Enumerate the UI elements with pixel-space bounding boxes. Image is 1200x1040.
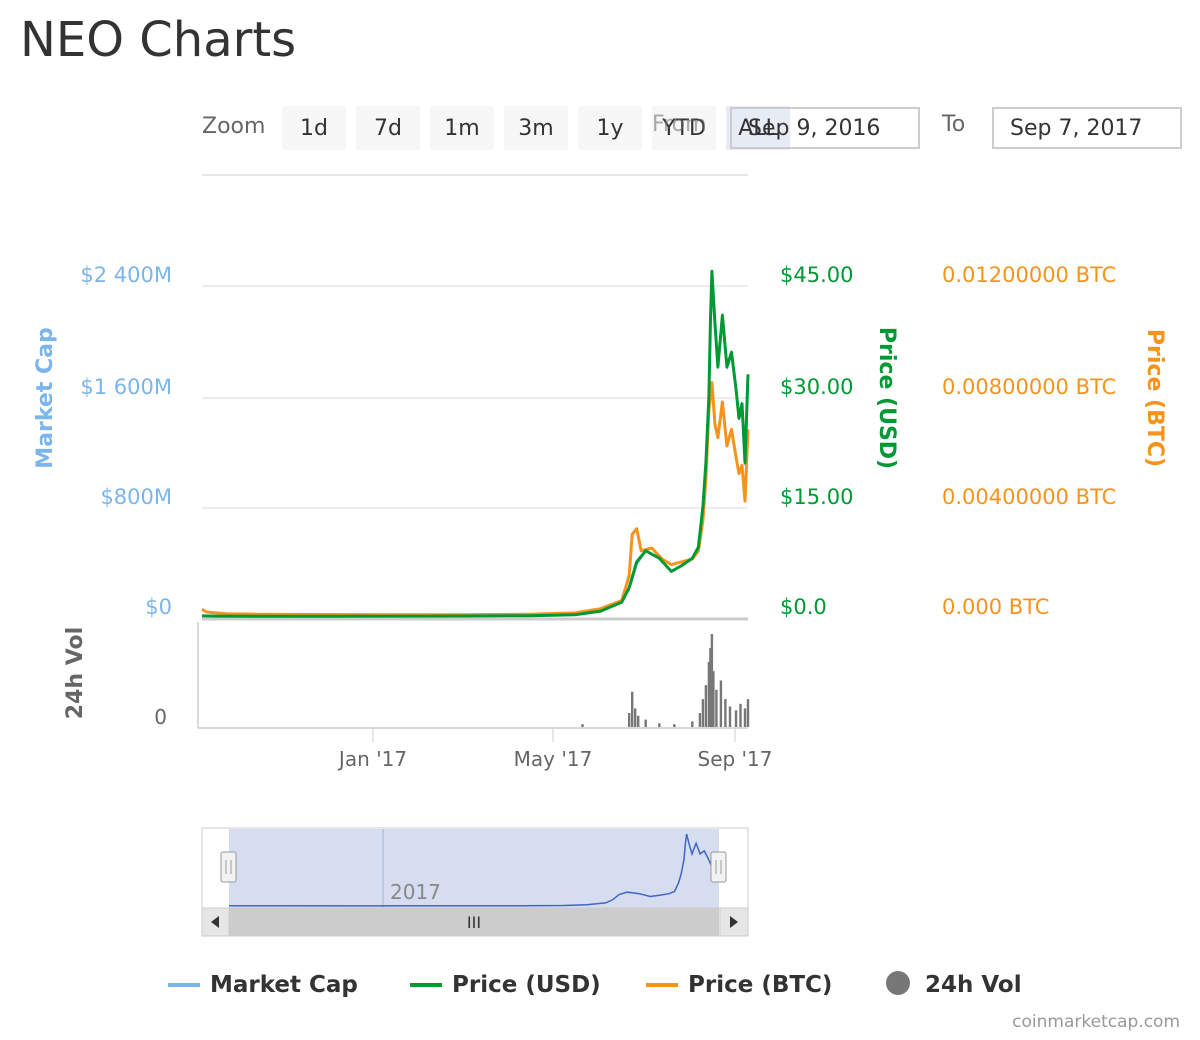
market-cap-tick: $0	[145, 595, 172, 619]
volume-bar	[709, 648, 712, 727]
volume-bar	[728, 706, 732, 727]
market-cap-tick: $2 400M	[80, 263, 172, 287]
to-label: To	[942, 112, 966, 137]
from-label: From	[652, 112, 707, 137]
navigator-selection[interactable]	[229, 829, 719, 908]
navigator-right-handle[interactable]	[710, 851, 727, 883]
volume-bar	[712, 671, 715, 727]
to-date-input[interactable]: Sep 7, 2017	[992, 107, 1182, 149]
price-usd-line	[201, 269, 750, 618]
zoom-7d-button[interactable]: 7d	[356, 106, 420, 150]
volume-bar	[691, 721, 694, 727]
x-tick-label: Sep '17	[698, 747, 773, 771]
volume-tick: 0	[154, 705, 167, 729]
price-btc-axis-title: Price (BTC)	[1142, 329, 1167, 467]
legend-volume[interactable]: 24h Vol	[925, 972, 1022, 998]
from-date-input[interactable]: Sep 9, 2016	[730, 107, 920, 149]
zoom-1d-button[interactable]: 1d	[282, 106, 346, 150]
volume-bar	[634, 708, 637, 727]
volume-bar	[628, 713, 631, 727]
volume-bar	[701, 699, 705, 727]
market-cap-tick: $800M	[100, 485, 172, 509]
volume-bar	[698, 713, 702, 727]
price-usd-tick: $0.0	[780, 595, 827, 619]
volume-bar	[739, 703, 742, 728]
price-btc-tick: 0.01200000 BTC	[942, 263, 1116, 287]
zoom-all-button[interactable]: ALL	[726, 106, 790, 150]
volume-bar	[715, 689, 718, 727]
zoom-label: Zoom	[202, 114, 266, 139]
scrollbar-thumb[interactable]	[229, 908, 719, 936]
zoom-ytd-button[interactable]: YTD	[652, 106, 716, 150]
price-usd-axis-title: Price (USD)	[874, 327, 899, 469]
price-usd-tick: $30.00	[780, 375, 853, 399]
volume-bar	[581, 724, 584, 727]
scroll-right-arrow-icon	[730, 916, 738, 928]
credit-link[interactable]: coinmarketcap.com	[1012, 1012, 1180, 1032]
volume-bar	[673, 724, 676, 727]
navigator-left-handle[interactable]	[220, 851, 237, 883]
price-btc-line	[201, 381, 750, 617]
price-btc-tick: 0.00800000 BTC	[942, 375, 1116, 399]
price-usd-tick: $45.00	[780, 263, 853, 287]
x-tick-label: May '17	[514, 747, 593, 771]
zoom-3m-button[interactable]: 3m	[504, 106, 568, 150]
volume-bar	[644, 719, 647, 727]
navigator-year-label: 2017	[390, 880, 441, 904]
volume-bar	[746, 699, 750, 727]
market-cap-axis-title: Market Cap	[33, 327, 58, 468]
volume-bar	[743, 708, 747, 727]
zoom-1y-button[interactable]: 1y	[578, 106, 642, 150]
volume-bar	[637, 715, 640, 727]
grid-lines	[202, 285, 748, 509]
scrollbar-grip: III	[467, 913, 481, 932]
volume-bar	[724, 699, 727, 727]
volume-bar	[658, 723, 661, 727]
legend-price-usd[interactable]: Price (USD)	[452, 972, 601, 998]
price-usd-tick: $15.00	[780, 485, 853, 509]
volume-bar	[734, 710, 738, 727]
navigator-line	[229, 833, 720, 907]
volume-bar	[707, 661, 711, 727]
market-cap-tick: $1 600M	[80, 375, 172, 399]
zoom-1m-button[interactable]: 1m	[430, 106, 494, 150]
price-btc-tick: 0.000 BTC	[942, 595, 1049, 619]
legend-price-btc[interactable]: Price (BTC)	[688, 972, 832, 998]
scroll-left-arrow-icon	[211, 916, 219, 928]
price-btc-tick: 0.00400000 BTC	[942, 485, 1116, 509]
page-title: NEO Charts	[20, 12, 297, 68]
volume-bar	[704, 685, 708, 727]
legend-market-cap[interactable]: Market Cap	[210, 972, 358, 998]
volume-bar	[719, 680, 723, 727]
x-tick-label: Jan '17	[337, 747, 407, 771]
volume-bar	[710, 634, 714, 727]
volume-bars	[581, 634, 750, 728]
volume-bar	[631, 691, 634, 727]
legend-volume-icon	[886, 971, 910, 995]
volume-axis-title: 24h Vol	[63, 627, 88, 719]
